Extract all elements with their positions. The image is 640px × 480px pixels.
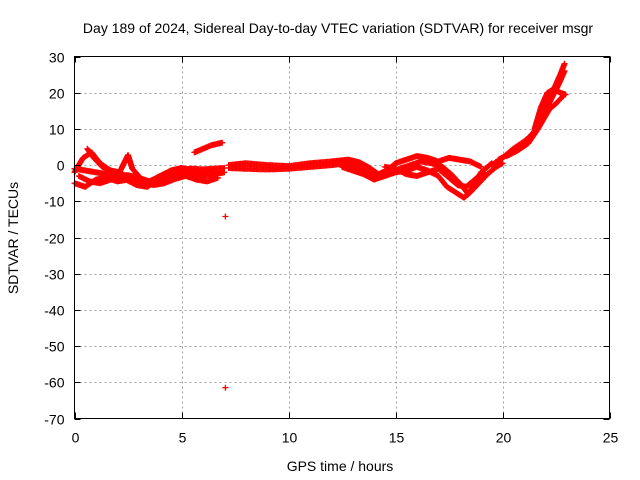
x-tick-label: 10	[282, 430, 298, 446]
data-point	[561, 60, 568, 67]
x-tick-label: 25	[603, 430, 619, 446]
outlier-point	[222, 213, 229, 220]
x-axis-title: GPS time / hours	[287, 458, 394, 474]
y-tick-label: 20	[49, 86, 65, 102]
y-tick-label: -10	[44, 194, 64, 210]
y-tick-label: -40	[44, 303, 64, 319]
x-tick-label: 15	[389, 430, 405, 446]
data-point	[480, 169, 487, 176]
y-tick-label: -50	[44, 339, 64, 355]
data-point	[561, 68, 568, 74]
y-tick-label: 30	[49, 50, 65, 66]
axis-ticks: 0 5 10 15 20 25 -70 -60 -50 -40 -30 -20 -10 0 10 20 30	[44, 50, 618, 446]
x-tick-label: 0	[72, 430, 80, 446]
x-tick-label: 5	[179, 430, 187, 446]
y-axis-title: SDTVAR / TECUs	[5, 182, 21, 294]
outlier-point	[222, 384, 229, 391]
y-tick-label: -60	[44, 375, 64, 391]
y-tick-label: -30	[44, 267, 64, 283]
y-tick-label: -70	[44, 412, 64, 428]
data-point	[478, 163, 485, 170]
y-tick-label: -20	[44, 231, 64, 247]
data-point	[499, 160, 506, 167]
data-point	[479, 170, 486, 177]
data-points	[71, 60, 569, 391]
chart-title: Day 189 of 2024, Sidereal Day-to-day VTE…	[83, 20, 593, 36]
x-tick-label: 20	[496, 430, 512, 446]
data-point	[210, 169, 217, 176]
data-point	[562, 91, 569, 98]
plot-border	[74, 56, 610, 419]
data-point	[135, 172, 141, 179]
data-point	[221, 169, 228, 176]
data-point	[219, 139, 226, 146]
data-point	[214, 174, 221, 181]
grid-lines	[74, 56, 610, 419]
y-tick-label: 10	[49, 122, 65, 138]
data-point	[135, 173, 142, 179]
y-tick-label: 0	[57, 158, 65, 174]
